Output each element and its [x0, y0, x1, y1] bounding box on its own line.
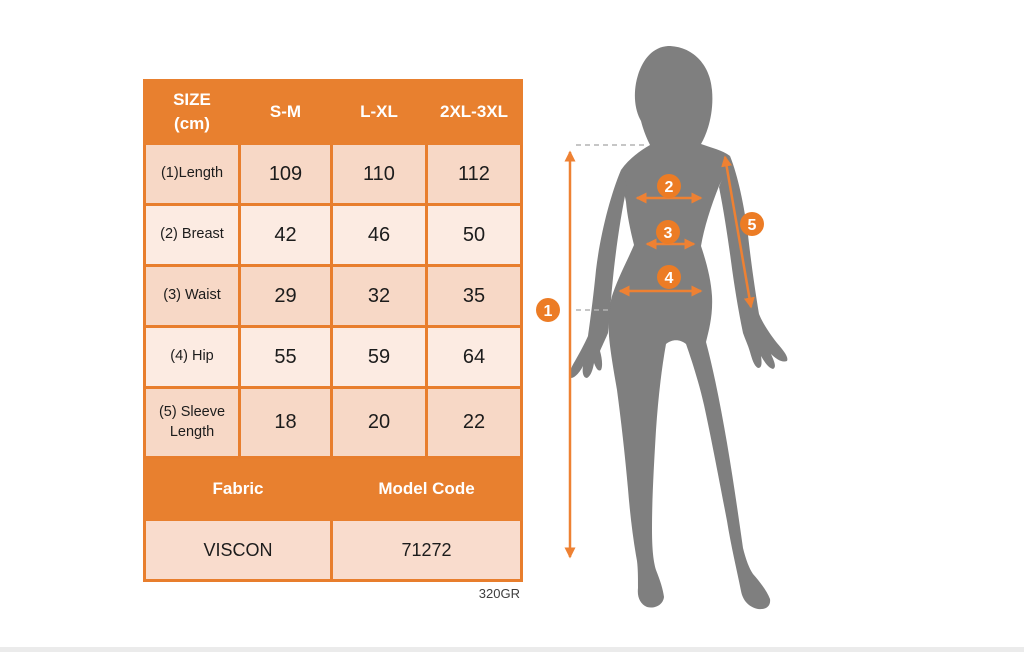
- marker-circle-icon: [536, 298, 560, 322]
- breast-value-sm: 42: [238, 203, 333, 267]
- table-row-breast: (2) Breast 42 46 50: [143, 203, 523, 267]
- size-table-header-row: SIZE (cm) S-M L-XL 2XL-3XL: [143, 79, 523, 145]
- table-row-sleeve-length: (5) Sleeve Length 18 20 22: [143, 386, 523, 459]
- marker-circle-icon: [657, 174, 681, 198]
- row-label-sleeve-length: (5) Sleeve Length: [143, 386, 241, 459]
- marker-5-sleeve: 5: [740, 212, 764, 236]
- waist-value-lxl: 32: [330, 264, 428, 328]
- marker-number: 1: [544, 303, 553, 320]
- hip-value-sm: 55: [238, 325, 333, 389]
- fabric-value: VISCON: [143, 518, 333, 582]
- row-label-breast: (2) Breast: [143, 203, 241, 267]
- marker-number: 2: [665, 179, 674, 196]
- row-label-waist: (3) Waist: [143, 264, 241, 328]
- length-value-sm: 109: [238, 142, 333, 206]
- col-header-s-m: S-M: [238, 79, 333, 145]
- table-row-waist: (3) Waist 29 32 35: [143, 264, 523, 328]
- col-header-2xl-3xl: 2XL-3XL: [425, 79, 523, 145]
- body-silhouette: [569, 46, 788, 610]
- sleeve-value-2xl3xl: 22: [425, 386, 523, 459]
- model-code-header: Model Code: [330, 456, 523, 521]
- length-value-2xl3xl: 112: [425, 142, 523, 206]
- marker-number: 4: [665, 270, 674, 287]
- sleeve-length-arrow: [721, 155, 755, 309]
- marker-4-hip: 4: [657, 265, 681, 289]
- body-silhouette-svg: 1 2 3 4 5: [536, 46, 788, 610]
- marker-circle-icon: [656, 220, 680, 244]
- breast-value-2xl3xl: 50: [425, 203, 523, 267]
- marker-3-waist: 3: [656, 220, 680, 244]
- hip-value-2xl3xl: 64: [425, 325, 523, 389]
- hip-value-lxl: 59: [330, 325, 428, 389]
- fabric-weight-note: 320GR: [478, 586, 520, 601]
- waist-value-2xl3xl: 35: [425, 264, 523, 328]
- breast-value-lxl: 46: [330, 203, 428, 267]
- row-label-hip: (4) Hip: [143, 325, 241, 389]
- fabric-header: Fabric: [143, 456, 333, 521]
- row-label-length: (1)Length: [143, 142, 241, 206]
- marker-1-length: 1: [536, 298, 560, 322]
- col-header-l-xl: L-XL: [330, 79, 428, 145]
- size-table: SIZE (cm) S-M L-XL 2XL-3XL (1)Length 109…: [143, 79, 523, 582]
- measurement-diagram: 1 2 3 4 5: [528, 28, 804, 628]
- bottom-edge-strip: [0, 647, 1024, 652]
- marker-circle-icon: [657, 265, 681, 289]
- marker-number: 5: [748, 217, 757, 234]
- size-unit-header: SIZE (cm): [143, 79, 241, 145]
- marker-number: 3: [664, 225, 673, 242]
- model-code-value: 71272: [330, 518, 523, 582]
- marker-circle-icon: [740, 212, 764, 236]
- body-left-arm: [569, 170, 627, 378]
- table-row-fabric-header: Fabric Model Code: [143, 456, 523, 521]
- waist-value-sm: 29: [238, 264, 333, 328]
- marker-2-breast: 2: [657, 174, 681, 198]
- table-row-fabric-values: VISCON 71272: [143, 518, 523, 582]
- sleeve-value-sm: 18: [238, 386, 333, 459]
- body-torso-head-legs: [608, 46, 771, 610]
- length-value-lxl: 110: [330, 142, 428, 206]
- table-row-hip: (4) Hip 55 59 64: [143, 325, 523, 389]
- sleeve-value-lxl: 20: [330, 386, 428, 459]
- table-row-length: (1)Length 109 110 112: [143, 142, 523, 206]
